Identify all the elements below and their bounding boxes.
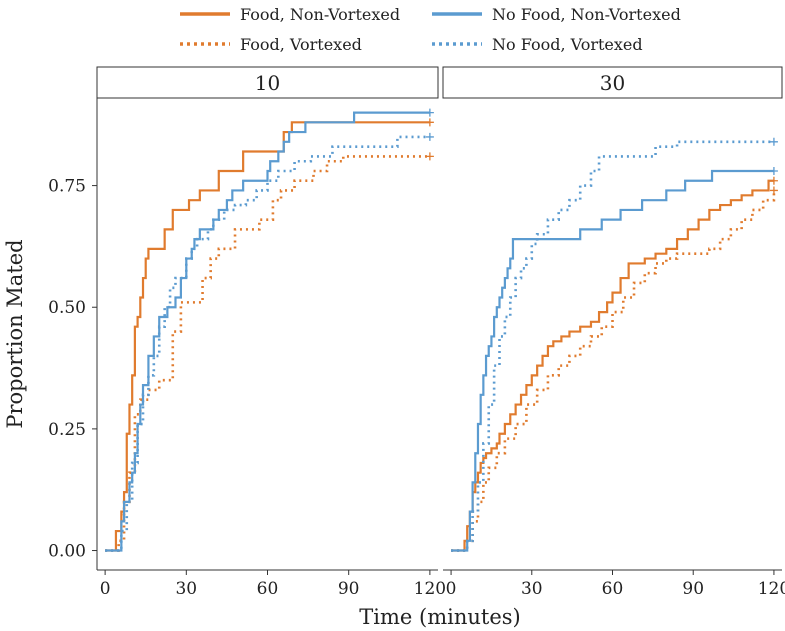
y-tick-label: 0.00 [48,542,86,562]
x-tick-label: 90 [338,579,360,599]
x-tick-label: 0 [100,579,111,599]
facet-strip-left [96,66,439,99]
x-tick-label: 30 [521,579,543,599]
censor-mark [425,108,434,117]
series-line-food-non-vortexed-panel-30 [451,179,774,552]
x-axis-title: Time (minutes) [359,605,520,629]
x-tick-label: 120 [414,579,446,599]
series-line-no-food-non-vortexed-panel-10 [105,111,430,552]
facet-strip-label-right: 30 [600,71,625,95]
x-tick-label: 60 [257,579,279,599]
legend-label: No Food, Non-Vortexed [492,5,681,24]
series-line-food-vortexed-panel-30 [451,190,776,552]
legend-label: Food, Non-Vortexed [240,5,400,24]
censor-mark [425,132,434,141]
censor-mark [769,186,778,195]
legend-entry-food-non-vortexed: Food, Non-Vortexed [180,5,400,24]
facet-strip-right [442,66,783,99]
x-tick-label: 30 [175,579,197,599]
legend-entry-food-vortexed: Food, Vortexed [180,35,362,54]
y-axis-title: Proportion Mated [3,239,27,428]
x-tick-label: 90 [682,579,704,599]
censor-mark [769,137,778,146]
legend-label: No Food, Vortexed [492,35,643,54]
x-tick-label: 0 [446,579,457,599]
censor-mark [425,118,434,127]
y-tick-label: 0.25 [48,420,86,440]
y-tick-label: 0.50 [48,298,86,318]
x-tick-label: 120 [758,579,785,599]
y-tick-label: 0.75 [48,177,86,197]
ticks-layer: 0.000.250.500.750 30 60 90 120 0 30 60 90 120 [48,177,785,599]
legend: Food, Non-Vortexed Food, Vortexed No Foo… [180,5,681,54]
censor-mark [769,176,778,185]
censor-mark [769,166,778,175]
censor-mark [425,152,434,161]
series-layer [105,108,778,552]
legend-entry-no-food-non-vortexed: No Food, Non-Vortexed [432,5,681,24]
legend-label: Food, Vortexed [240,35,362,54]
series-line-food-vortexed-panel-10 [105,155,430,552]
facet-strip-label-left: 10 [255,71,280,95]
x-tick-label: 60 [602,579,624,599]
series-line-no-food-vortexed-panel-30 [451,140,774,552]
legend-entry-no-food-vortexed: No Food, Vortexed [432,35,643,54]
series-line-no-food-non-vortexed-panel-30 [451,169,774,552]
series-line-food-non-vortexed-panel-10 [105,121,430,552]
